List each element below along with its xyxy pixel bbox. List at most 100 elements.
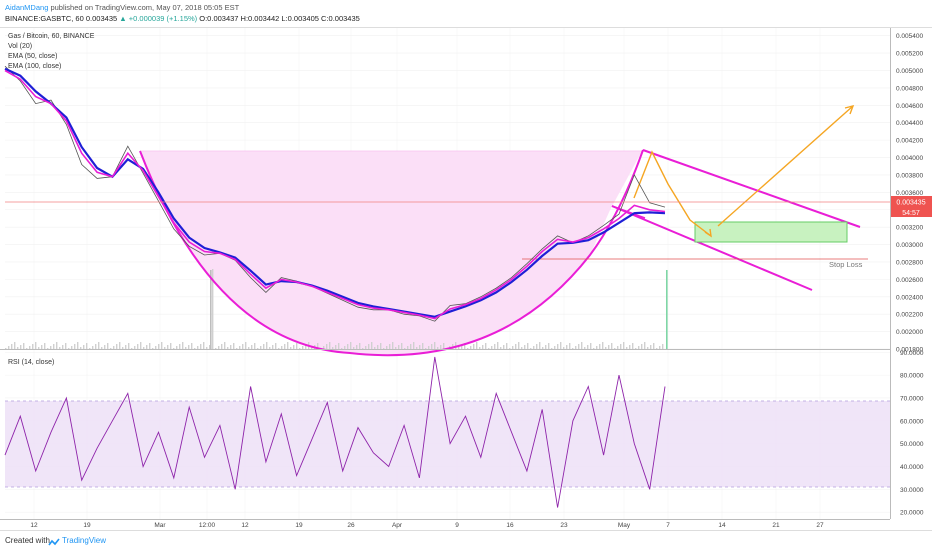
volume-bar (482, 345, 484, 349)
time-tick-label: 12 (30, 522, 38, 529)
volume-bar (431, 344, 433, 349)
volume-bar (323, 346, 325, 349)
rsi-tick-label: 70.0000 (900, 395, 924, 402)
volume-bar (305, 344, 307, 349)
volume-bar (377, 345, 379, 349)
volume-bar (344, 346, 346, 349)
volume-bar (653, 343, 655, 349)
price-tick-label: 0.005000 (896, 68, 923, 75)
volume-bar (575, 346, 577, 349)
volume-bar (476, 342, 478, 349)
time-tick-label: 19 (295, 522, 303, 529)
volume-bar (230, 345, 232, 349)
volume-bar (419, 345, 421, 349)
volume-bar (593, 348, 595, 349)
volume-bar (239, 346, 241, 349)
volume-bar (425, 348, 427, 349)
price-tick-label: 0.003800 (896, 172, 923, 179)
target-arrowhead (844, 104, 855, 115)
volume-bar (467, 348, 469, 349)
volume-bar (35, 342, 37, 349)
volume-bar (14, 342, 16, 349)
volume-bar (101, 347, 103, 349)
volume-bar (155, 346, 157, 349)
volume-bar (461, 345, 463, 349)
volume-bar (11, 344, 13, 349)
volume-bar (296, 343, 298, 349)
volume-bar (26, 348, 28, 349)
volume-bar (311, 347, 313, 349)
volume-bar (590, 343, 592, 349)
volume-bar (20, 345, 22, 349)
volume-bar (458, 347, 460, 349)
created-with-label: Created with (5, 536, 50, 545)
price-chart[interactable]: 0.005400 0.005200 0.005000 0.004800 0.004600… (0, 0, 932, 530)
volume-spike (210, 270, 212, 349)
price-axis: 0.005400 0.005200 0.005000 0.004800 0.004600… (896, 33, 923, 353)
volume-bar (254, 343, 256, 349)
volume-bar (572, 348, 574, 349)
volume-bar (71, 346, 73, 349)
volume-bar (506, 343, 508, 349)
volume-bar (470, 346, 472, 349)
volume-bar (128, 343, 130, 349)
volume-bar (206, 347, 208, 349)
volume-bar (53, 344, 55, 349)
volume-bar (110, 348, 112, 349)
volume-bar (614, 348, 616, 349)
time-tick-label: 12 (241, 522, 249, 529)
volume-bar (617, 346, 619, 349)
volume-bar (164, 347, 166, 349)
legend-ema50: EMA (50, close) (8, 53, 57, 60)
volume-bar (272, 345, 274, 349)
volume-bar (656, 348, 658, 349)
volume-bar (8, 346, 10, 349)
volume-bar (263, 344, 265, 349)
volume-bar (302, 346, 304, 349)
volume-bar (269, 347, 271, 349)
volume-bar (587, 345, 589, 349)
volume-bar (257, 348, 259, 349)
tradingview-logo-icon (48, 535, 60, 553)
volume-bar (137, 344, 139, 349)
volume-bar (518, 342, 520, 349)
volume-bar (275, 343, 277, 349)
symbol-label: BINANCE:GASBTC, 60 (5, 14, 84, 23)
volume-bar (59, 347, 61, 349)
volume-bar (428, 346, 430, 349)
price-tag (891, 196, 932, 207)
volume-bar (596, 346, 598, 349)
stop-loss-label: Stop Loss (829, 260, 863, 269)
volume-bar (392, 342, 394, 349)
time-tick-label: 12:00 (199, 522, 216, 529)
timer-tag-text: 54:57 (902, 210, 920, 217)
tradingview-brand[interactable]: TradingView (62, 536, 107, 545)
volume-bar (326, 344, 328, 349)
volume-bar (149, 343, 151, 349)
volume-bar (77, 342, 79, 349)
volume-bar (113, 346, 115, 349)
volume-bar (626, 347, 628, 349)
author-link[interactable]: AidanMDang (5, 3, 49, 12)
volume-bar (41, 345, 43, 349)
volume-bar (5, 348, 7, 349)
volume-bar (92, 346, 94, 349)
volume-bar (17, 347, 19, 349)
volume-bar (524, 345, 526, 349)
volume-bar (134, 346, 136, 349)
volume-bar (641, 344, 643, 349)
projection-arrowhead (704, 228, 712, 238)
volume-bar (38, 347, 40, 349)
volume-bars (5, 269, 668, 349)
price-tick-label: 0.003000 (896, 242, 923, 249)
volume-bar (152, 348, 154, 349)
volume-bar (599, 344, 601, 349)
volume-bar (95, 344, 97, 349)
volume-bar (68, 348, 70, 349)
volume-bar (245, 342, 247, 349)
volume-bar (365, 346, 367, 349)
volume-bar (167, 345, 169, 349)
volume-bar (233, 343, 235, 349)
time-tick-label: 19 (83, 522, 91, 529)
volume-bar (104, 345, 106, 349)
